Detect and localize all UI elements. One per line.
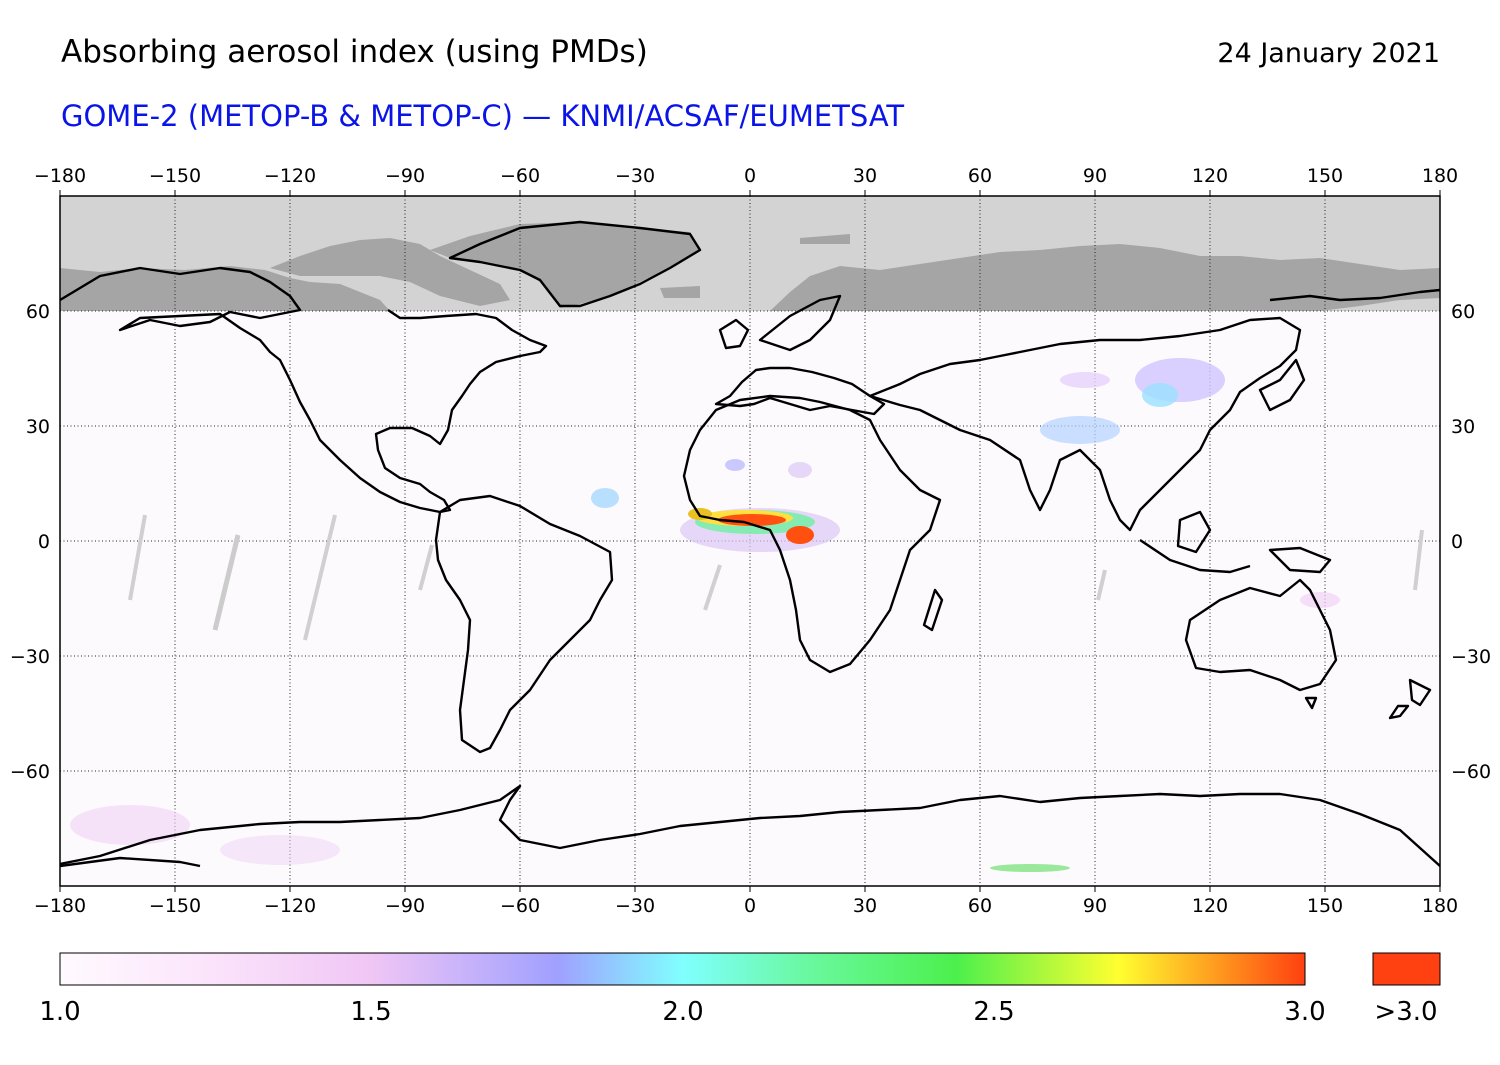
lat-labels-right: 60 30 0 −30 −60 bbox=[1451, 301, 1491, 783]
lon-label: 90 bbox=[1083, 165, 1107, 187]
lon-label: −180 bbox=[34, 165, 86, 187]
map-date: 24 January 2021 bbox=[1217, 38, 1440, 69]
colorbar-label: 2.0 bbox=[662, 997, 703, 1027]
map-subtitle: GOME-2 (METOP-B & METOP-C) — KNMI/ACSAF/… bbox=[61, 99, 905, 133]
lon-label: −30 bbox=[615, 165, 655, 187]
lon-label: 0 bbox=[744, 895, 756, 917]
lon-label: −90 bbox=[385, 895, 425, 917]
lat-label: 30 bbox=[1451, 416, 1475, 438]
lon-label: −180 bbox=[34, 895, 86, 917]
colorbar-label: 1.0 bbox=[39, 997, 80, 1027]
lat-label: 60 bbox=[1451, 301, 1475, 323]
lon-label: −90 bbox=[385, 165, 425, 187]
colorbar-label: 2.5 bbox=[973, 997, 1014, 1027]
map-title: Absorbing aerosol index (using PMDs) bbox=[61, 34, 648, 70]
lon-label: −120 bbox=[264, 895, 316, 917]
lon-label: 180 bbox=[1422, 165, 1458, 187]
lat-label: −30 bbox=[1451, 646, 1491, 668]
lon-label: 60 bbox=[968, 895, 992, 917]
lon-label: −150 bbox=[149, 165, 201, 187]
lat-label: 30 bbox=[26, 416, 50, 438]
lon-label: 120 bbox=[1192, 165, 1228, 187]
lon-label: −30 bbox=[615, 895, 655, 917]
lon-label: −60 bbox=[500, 165, 540, 187]
lon-label: −150 bbox=[149, 895, 201, 917]
colorbar-over-label: >3.0 bbox=[1374, 997, 1437, 1027]
tick-marks bbox=[59, 190, 1441, 892]
lat-label: 0 bbox=[1451, 531, 1463, 553]
lon-label: 60 bbox=[968, 165, 992, 187]
lon-label: 30 bbox=[853, 895, 877, 917]
no-data-land bbox=[60, 222, 1440, 311]
lon-label: 180 bbox=[1422, 895, 1458, 917]
lat-labels-left: 60 30 0 −30 −60 bbox=[10, 301, 50, 783]
map-content bbox=[60, 196, 1440, 886]
lon-label: 150 bbox=[1307, 165, 1343, 187]
lon-label: 120 bbox=[1192, 895, 1228, 917]
colorbar-label: 1.5 bbox=[350, 997, 391, 1027]
colorbar-labels: 1.0 1.5 2.0 2.5 3.0 >3.0 bbox=[39, 997, 1437, 1027]
lon-labels-bottom: −180 −150 −120 −90 −60 −30 0 30 60 90 12… bbox=[34, 895, 1458, 917]
lat-label: −60 bbox=[10, 761, 50, 783]
colorbar-label: 3.0 bbox=[1284, 997, 1325, 1027]
colorbar bbox=[59, 952, 1306, 986]
lon-label: −120 bbox=[264, 165, 316, 187]
colorbar-over-swatch bbox=[1372, 952, 1441, 986]
lat-label: 0 bbox=[38, 531, 50, 553]
lat-label: −30 bbox=[10, 646, 50, 668]
coastlines bbox=[60, 220, 1440, 868]
lat-label: −60 bbox=[1451, 761, 1491, 783]
lat-label: 60 bbox=[26, 301, 50, 323]
lon-label: 0 bbox=[744, 165, 756, 187]
lon-label: 30 bbox=[853, 165, 877, 187]
lon-label: 150 bbox=[1307, 895, 1343, 917]
lon-labels-top: −180 −150 −120 −90 −60 −30 0 30 60 90 12… bbox=[34, 165, 1458, 187]
lon-label: 90 bbox=[1083, 895, 1107, 917]
lon-label: −60 bbox=[500, 895, 540, 917]
